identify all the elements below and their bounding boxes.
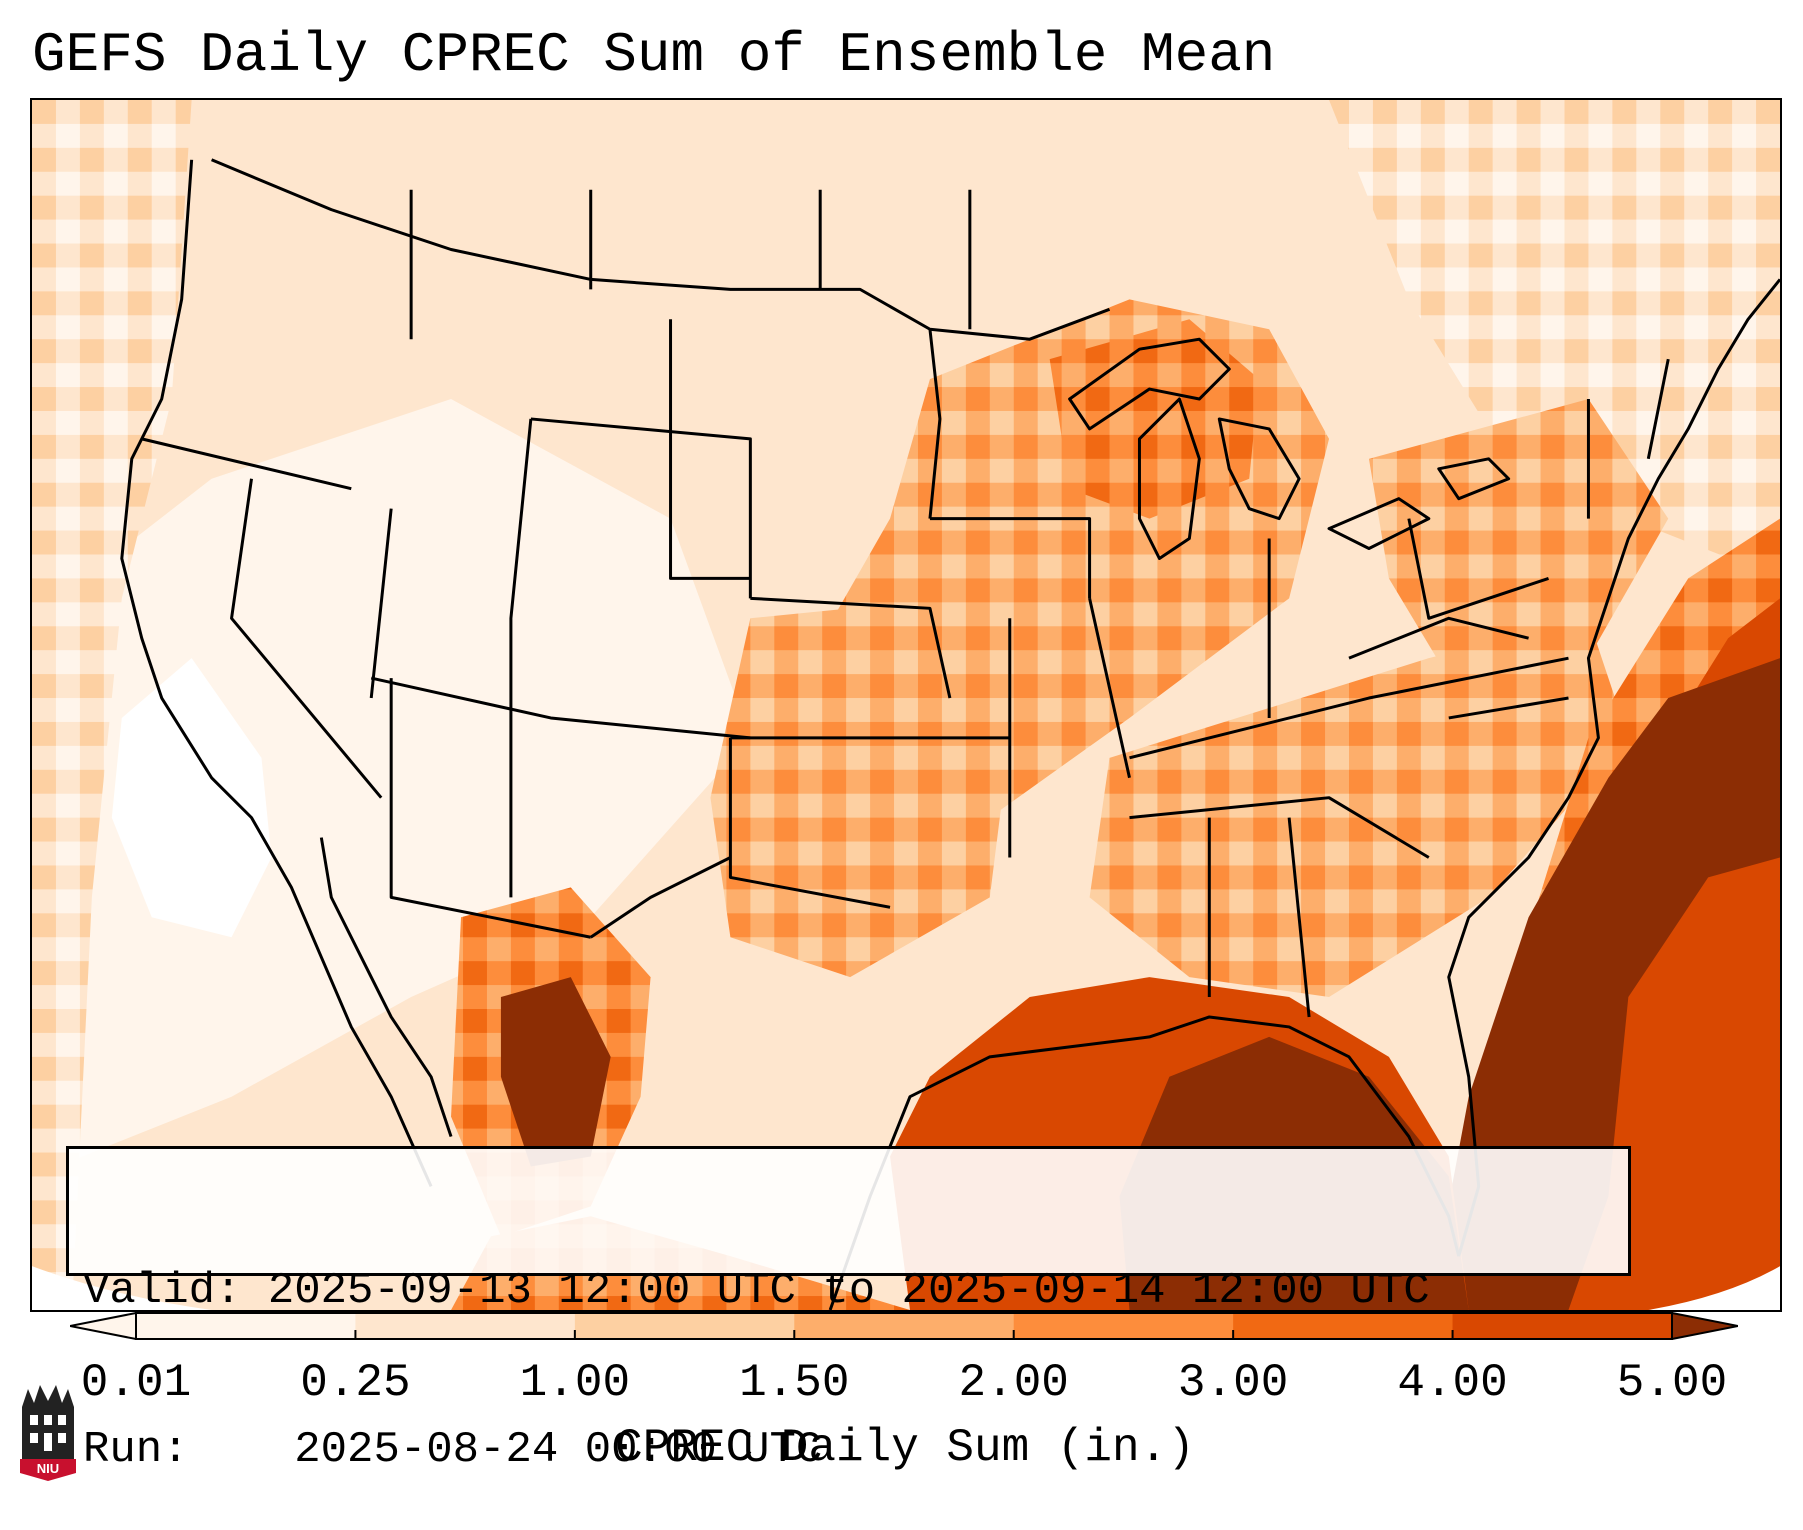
colorbar-tick-label: 4.00 xyxy=(1397,1357,1508,1409)
colorbar-tick-label: 1.50 xyxy=(739,1357,850,1409)
colorbar-segment xyxy=(1013,1313,1234,1339)
precip-field-west-white xyxy=(111,658,272,938)
colorbar-extend-high xyxy=(1671,1312,1738,1340)
run-line: Run: 2025-08-24 00:00 UTC xyxy=(83,1424,1614,1477)
valid-label: Valid: xyxy=(83,1266,242,1316)
precip-field-pacific xyxy=(32,100,192,1310)
colorbar-outline xyxy=(135,1312,1673,1340)
colorbar-tick-label: 3.00 xyxy=(1177,1357,1289,1409)
valid-line: Valid: 2025-09-13 12:00 UTC to 2025-09-1… xyxy=(83,1265,1614,1318)
colorbar-segment xyxy=(574,1313,795,1339)
precipitation-map[interactable] xyxy=(32,100,1780,1310)
run-value: 2025-08-24 00:00 UTC xyxy=(294,1425,823,1475)
valid-run-info-box: Valid: 2025-09-13 12:00 UTC to 2025-09-1… xyxy=(66,1146,1631,1475)
precip-field-north-plains xyxy=(371,100,1030,409)
colorbar-segment xyxy=(1452,1313,1673,1339)
niu-logo-text: NIU xyxy=(37,1461,59,1476)
valid-value: 2025-09-13 12:00 UTC to 2025-09-14 12:00… xyxy=(267,1266,1430,1316)
map-edge-bottom-right xyxy=(1648,1266,1780,1310)
colorbar-tick-label: 0.25 xyxy=(300,1357,411,1409)
page-title: GEFS Daily CPREC Sum of Ensemble Mean xyxy=(32,23,1276,87)
precip-field-plains-medium xyxy=(710,598,1010,978)
colorbar-segment xyxy=(794,1313,1015,1339)
colorbar-tick-label: 5.00 xyxy=(1616,1357,1728,1409)
colorbar-segment xyxy=(355,1313,576,1339)
map-edge-bottom-left xyxy=(32,1266,212,1310)
colorbar-tick-label: 1.00 xyxy=(519,1357,631,1409)
precip-field-lakes-strong xyxy=(1049,319,1260,519)
niu-tower-logo-icon: NIU xyxy=(20,1385,76,1481)
colorbar xyxy=(70,1312,1738,1340)
colorbar-segments xyxy=(70,1312,1738,1340)
colorbar-extend-low xyxy=(70,1312,137,1340)
run-label: Run: xyxy=(83,1425,189,1475)
map-boundaries xyxy=(120,158,1780,1310)
colorbar-label: CPREC Daily Sum (in.) xyxy=(615,1422,1195,1474)
colorbar-ticks xyxy=(135,1330,1673,1340)
colorbar-tick-label: 2.00 xyxy=(958,1357,1069,1409)
precip-field-southeast xyxy=(1089,618,1629,998)
map-panel[interactable] xyxy=(30,98,1782,1312)
colorbar-segment xyxy=(136,1313,356,1339)
colorbar-tick-label: 0.01 xyxy=(80,1357,192,1409)
colorbar-segment xyxy=(1233,1313,1454,1339)
precip-field-northeast-light xyxy=(1329,100,1780,579)
precip-field-mexico-core xyxy=(500,977,611,1167)
